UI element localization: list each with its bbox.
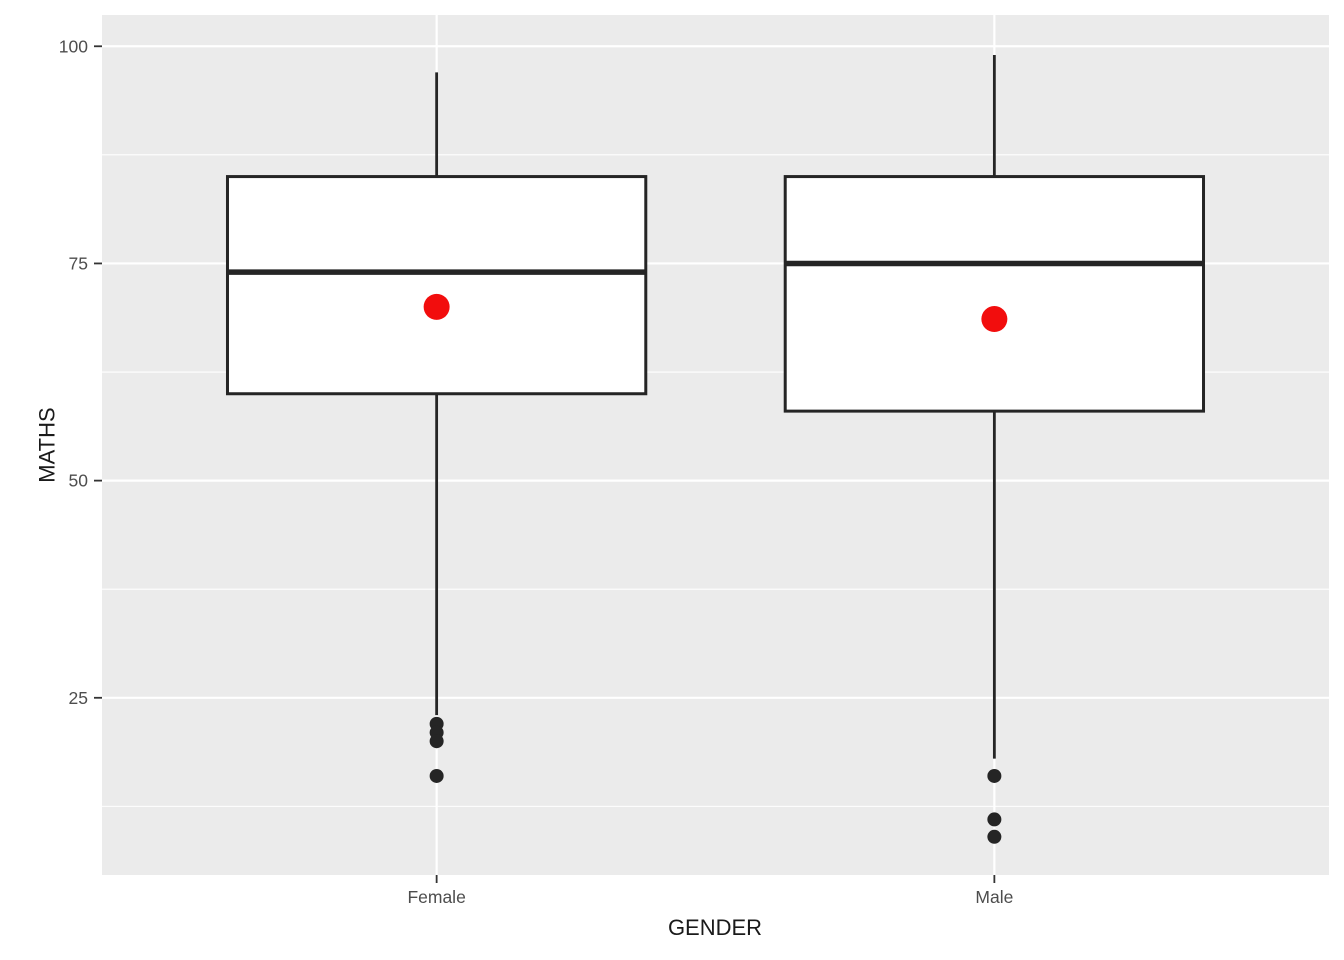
outlier-dot — [987, 829, 1002, 844]
outlier-dot — [987, 768, 1002, 783]
mean-dot — [423, 293, 450, 320]
outlier-dot — [429, 734, 444, 749]
x-tick-label: Female — [407, 887, 465, 907]
y-tick-label: 100 — [59, 36, 88, 56]
y-tick-label: 75 — [69, 253, 88, 273]
box-female — [225, 175, 648, 396]
box-male — [783, 175, 1206, 413]
outlier-dot — [429, 768, 444, 783]
outlier-dot — [987, 812, 1002, 827]
x-axis-title: GENDER — [667, 915, 763, 940]
x-tick-label: Male — [975, 887, 1013, 907]
mean-dot — [981, 306, 1008, 333]
y-tick-label: 25 — [69, 688, 88, 708]
y-tick-label: 50 — [69, 471, 89, 491]
y-axis-title: MATHS — [34, 407, 60, 483]
plot-panel — [102, 15, 1329, 875]
